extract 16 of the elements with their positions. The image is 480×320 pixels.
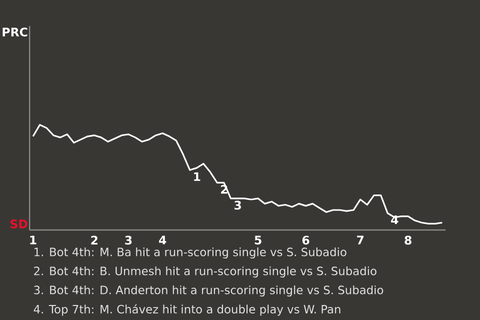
- text: 2. Bot 4th: B. Unmesh hit a run-scoring single vs S. Subadio: [34, 266, 376, 278]
- x-tick-label: 5: [254, 236, 262, 244]
- x-tick-label: 4: [159, 236, 166, 244]
- text: 3. Bot 4th: D. Anderton hit a run-scoring single vs S. Subadio: [34, 285, 384, 297]
- x-tick-label: 7: [357, 236, 364, 244]
- x-tick-label: 1: [30, 236, 36, 244]
- text: SD: [10, 219, 28, 228]
- x-tick-label: 6: [302, 236, 310, 245]
- x-tick-label: 2: [91, 236, 98, 244]
- text: 4. Top 7th: M. Chávez hit into a double play vs W. Pan: [34, 304, 340, 316]
- text: PRC: [2, 28, 28, 36]
- x-tick-label: 8: [404, 236, 412, 245]
- text: 1. Bot 4th: M. Ba hit a run-scoring single vs S. Subadio: [34, 247, 346, 259]
- x-tick-label: 3: [125, 236, 132, 245]
- annotation: 1: [194, 172, 200, 181]
- annotation: 3: [234, 200, 241, 210]
